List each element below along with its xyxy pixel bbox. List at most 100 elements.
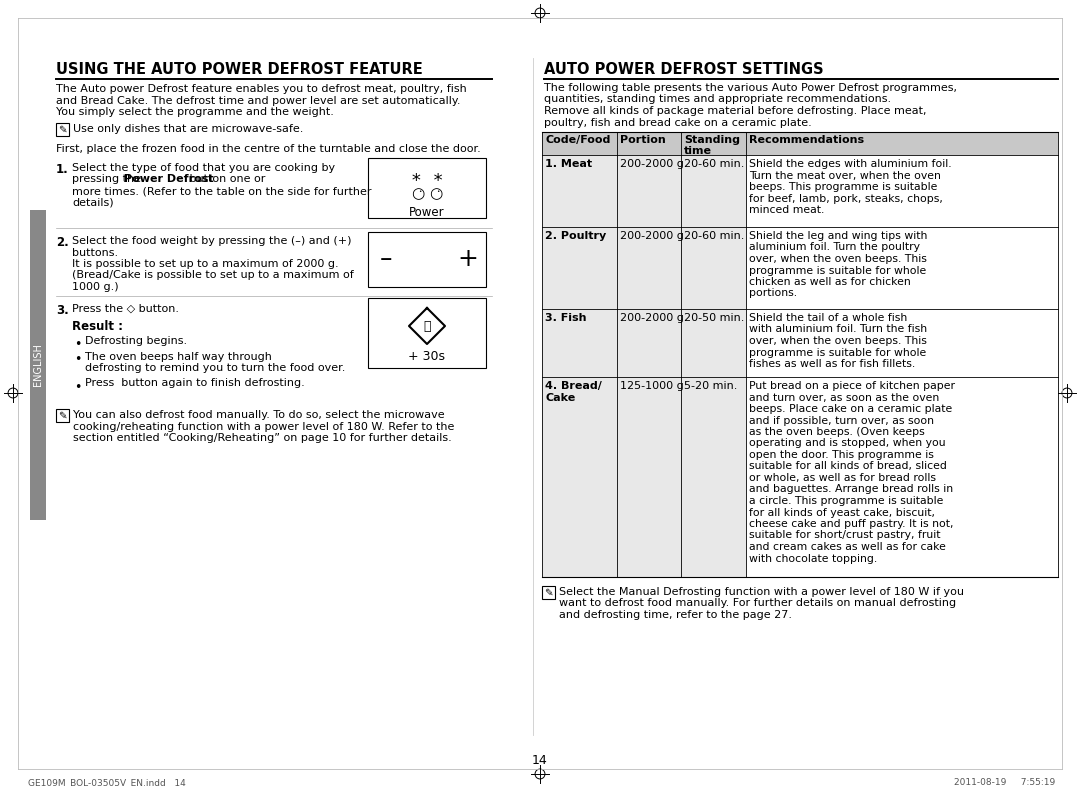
Text: •: • — [75, 380, 82, 394]
Bar — [542, 377, 746, 577]
Text: Defrosting begins.: Defrosting begins. — [85, 336, 187, 346]
Text: Shield the edges with aluminium foil.: Shield the edges with aluminium foil. — [748, 159, 951, 169]
Text: You can also defrost food manually. To do so, select the microwave: You can also defrost food manually. To d… — [73, 410, 445, 420]
Text: and turn over, as soon as the oven: and turn over, as soon as the oven — [748, 393, 940, 402]
Text: more times. (Refer to the table on the side for further: more times. (Refer to the table on the s… — [72, 186, 372, 196]
Text: details): details) — [72, 198, 113, 208]
Text: Recommendations: Recommendations — [748, 135, 864, 145]
Text: a circle. This programme is suitable: a circle. This programme is suitable — [748, 496, 943, 506]
Text: ○: ○ — [430, 186, 443, 201]
Text: Press the ◇ button.: Press the ◇ button. — [72, 304, 179, 314]
Text: beeps. This programme is suitable: beeps. This programme is suitable — [748, 182, 937, 192]
Text: over, when the oven beeps. This: over, when the oven beeps. This — [748, 254, 927, 264]
Text: Code/Food: Code/Food — [545, 135, 610, 145]
Text: Result :: Result : — [72, 320, 123, 333]
Text: 1.: 1. — [56, 163, 69, 176]
Text: •: • — [418, 189, 421, 194]
Text: + 30s: + 30s — [408, 350, 446, 363]
Text: suitable for short/crust pastry, fruit: suitable for short/crust pastry, fruit — [748, 530, 941, 541]
Text: or whole, as well as for bread rolls: or whole, as well as for bread rolls — [748, 473, 935, 483]
Text: quantities, standing times and appropriate recommendations.: quantities, standing times and appropria… — [544, 94, 891, 105]
Text: open the door. This programme is: open the door. This programme is — [748, 450, 934, 460]
Text: 3.: 3. — [56, 304, 69, 317]
Text: Select the type of food that you are cooking by: Select the type of food that you are coo… — [72, 163, 335, 173]
Text: 2011-08-19     7:55:19: 2011-08-19 7:55:19 — [954, 778, 1055, 787]
Text: Put bread on a piece of kitchen paper: Put bread on a piece of kitchen paper — [748, 381, 955, 391]
Text: It is possible to set up to a maximum of 2000 g.: It is possible to set up to a maximum of… — [72, 259, 339, 269]
Text: programme is suitable for whole: programme is suitable for whole — [748, 265, 926, 275]
Text: Shield the tail of a whole fish: Shield the tail of a whole fish — [748, 313, 907, 323]
Text: You simply select the programme and the weight.: You simply select the programme and the … — [56, 107, 334, 117]
Text: operating and is stopped, when you: operating and is stopped, when you — [748, 438, 945, 449]
Text: •: • — [75, 338, 82, 351]
Bar — [30, 210, 46, 520]
Text: defrosting to remind you to turn the food over.: defrosting to remind you to turn the foo… — [85, 363, 346, 373]
Text: and defrosting time, refer to the page 27.: and defrosting time, refer to the page 2… — [559, 610, 792, 620]
Text: 14: 14 — [532, 754, 548, 767]
Text: 20-60 min.: 20-60 min. — [685, 231, 745, 241]
Text: Use only dishes that are microwave-safe.: Use only dishes that are microwave-safe. — [73, 124, 303, 134]
Bar — [542, 132, 1058, 155]
Text: The Auto power Defrost feature enables you to defrost meat, poultry, fish: The Auto power Defrost feature enables y… — [56, 84, 467, 94]
Text: 2.: 2. — [56, 236, 69, 249]
Text: cheese cake and puff pastry. It is not,: cheese cake and puff pastry. It is not, — [748, 519, 954, 529]
Text: aluminium foil. Turn the poultry: aluminium foil. Turn the poultry — [748, 242, 920, 253]
Text: ENGLISH: ENGLISH — [33, 344, 43, 386]
Text: beeps. Place cake on a ceramic plate: beeps. Place cake on a ceramic plate — [748, 404, 953, 414]
Text: •: • — [436, 189, 440, 194]
Text: USING THE AUTO POWER DEFROST FEATURE: USING THE AUTO POWER DEFROST FEATURE — [56, 62, 422, 77]
Text: 2. Poultry: 2. Poultry — [545, 231, 606, 241]
Text: 5-20 min.: 5-20 min. — [685, 381, 738, 391]
Text: pressing the: pressing the — [72, 175, 145, 184]
Text: AUTO POWER DEFROST SETTINGS: AUTO POWER DEFROST SETTINGS — [544, 62, 824, 77]
Text: ⏻: ⏻ — [423, 320, 431, 332]
Text: •: • — [75, 353, 82, 367]
Text: Turn the meat over, when the oven: Turn the meat over, when the oven — [748, 171, 941, 180]
Text: programme is suitable for whole: programme is suitable for whole — [748, 348, 926, 357]
Text: The oven beeps half way through: The oven beeps half way through — [85, 352, 272, 361]
Text: Standing: Standing — [685, 135, 740, 145]
Text: * *: * * — [410, 172, 443, 190]
Text: ○: ○ — [411, 186, 424, 201]
Text: cooking/reheating function with a power level of 180 W. Refer to the: cooking/reheating function with a power … — [73, 422, 455, 431]
Text: ✎: ✎ — [544, 588, 553, 598]
Text: chicken as well as for chicken: chicken as well as for chicken — [748, 277, 910, 287]
Text: with aluminium foil. Turn the fish: with aluminium foil. Turn the fish — [748, 324, 927, 334]
Text: for beef, lamb, pork, steaks, chops,: for beef, lamb, pork, steaks, chops, — [748, 194, 943, 204]
Text: Press  button again to finish defrosting.: Press button again to finish defrosting. — [85, 379, 305, 389]
Text: and cream cakes as well as for cake: and cream cakes as well as for cake — [748, 542, 946, 552]
Text: poultry, fish and bread cake on a ceramic plate.: poultry, fish and bread cake on a cerami… — [544, 117, 812, 127]
Bar — [542, 227, 746, 309]
Bar — [542, 586, 555, 599]
Text: Select the Manual Defrosting function with a power level of 180 W if you: Select the Manual Defrosting function wi… — [559, 587, 964, 597]
Text: time: time — [685, 146, 713, 156]
Text: 200-2000 g: 200-2000 g — [620, 159, 684, 169]
Text: minced meat.: minced meat. — [748, 205, 824, 215]
Text: 4. Bread/: 4. Bread/ — [545, 381, 602, 391]
Bar — [56, 123, 69, 136]
Text: ✎: ✎ — [58, 411, 67, 421]
Text: Portion: Portion — [620, 135, 665, 145]
Text: 200-2000 g: 200-2000 g — [620, 231, 684, 241]
Text: The following table presents the various Auto Power Defrost programmes,: The following table presents the various… — [544, 83, 957, 93]
Text: 20-60 min.: 20-60 min. — [685, 159, 745, 169]
Text: 20-50 min.: 20-50 min. — [685, 313, 745, 323]
Text: over, when the oven beeps. This: over, when the oven beeps. This — [748, 336, 927, 346]
Text: as the oven beeps. (Oven keeps: as the oven beeps. (Oven keeps — [748, 427, 924, 437]
Text: ✎: ✎ — [58, 125, 67, 135]
Text: fishes as well as for fish fillets.: fishes as well as for fish fillets. — [748, 359, 915, 369]
Text: Cake: Cake — [545, 393, 576, 403]
Text: buttons.: buttons. — [72, 247, 118, 257]
Text: Remove all kinds of package material before defrosting. Place meat,: Remove all kinds of package material bef… — [544, 106, 927, 116]
Text: First, place the frozen food in the centre of the turntable and close the door.: First, place the frozen food in the cent… — [56, 144, 481, 154]
Text: section entitled “Cooking/Reheating” on page 10 for further details.: section entitled “Cooking/Reheating” on … — [73, 433, 451, 443]
Text: Power Defrost: Power Defrost — [124, 175, 214, 184]
Text: GE109M_BOL-03505V_EN.indd   14: GE109M_BOL-03505V_EN.indd 14 — [28, 778, 186, 787]
Text: 1000 g.): 1000 g.) — [72, 282, 119, 292]
Bar — [368, 232, 486, 287]
Text: Select the food weight by pressing the (–) and (+): Select the food weight by pressing the (… — [72, 236, 351, 246]
Bar — [542, 155, 746, 227]
Text: button one or: button one or — [186, 175, 266, 184]
Text: suitable for all kinds of bread, sliced: suitable for all kinds of bread, sliced — [748, 461, 947, 471]
Text: want to defrost food manually. For further details on manual defrosting: want to defrost food manually. For furth… — [559, 598, 956, 608]
